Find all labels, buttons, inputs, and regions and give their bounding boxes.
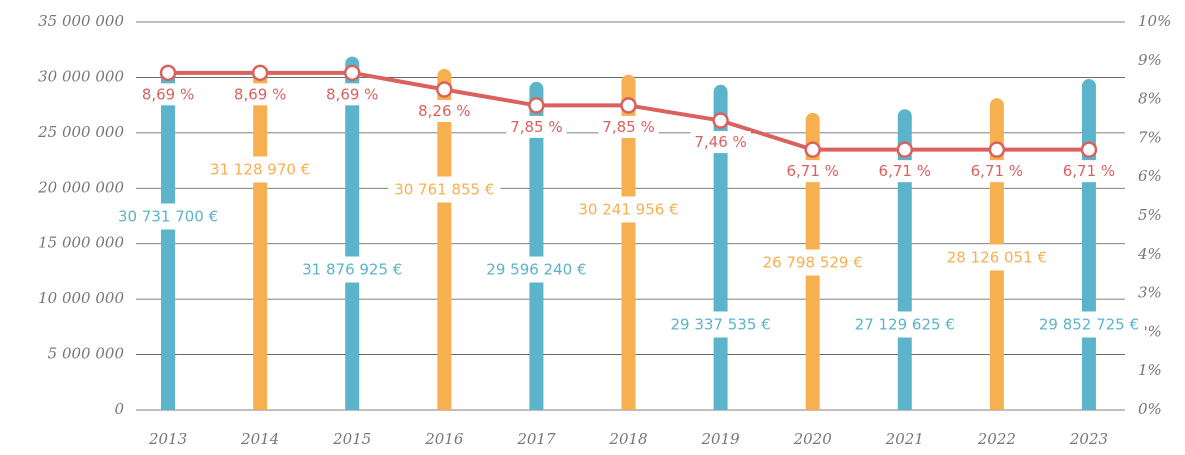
x-tick-label: 2019 [700, 430, 740, 448]
label-background [874, 160, 935, 183]
y2-tick-label: 7% [1138, 128, 1162, 146]
bar-value-label: 29 337 535 € [670, 316, 770, 334]
x-tick-label: 2022 [977, 430, 1016, 448]
label-background [388, 176, 501, 203]
x-tick-label: 2020 [793, 430, 833, 448]
line-point [1080, 141, 1098, 158]
y2-tick-label: 1% [1138, 361, 1162, 379]
line-value-label: 6,71 % [1063, 162, 1115, 180]
y2-tick-label: 5% [1138, 206, 1162, 224]
bar-value-label: 30 761 855 € [394, 181, 494, 199]
bar-value-label: 29 852 725 € [1039, 316, 1139, 334]
bar-value-label: 30 241 956 € [578, 201, 678, 219]
label-background [940, 244, 1053, 271]
label-background [1032, 311, 1146, 338]
y2-tick-label: 0% [1138, 400, 1162, 418]
y2-tick-label: 9% [1138, 51, 1162, 69]
x-tick-label: 2017 [516, 430, 556, 448]
line-point [896, 141, 914, 158]
bar-value-label: 30 731 700 € [118, 208, 218, 226]
label-background [229, 83, 291, 106]
x-tick-label: 2021 [885, 430, 924, 448]
y-tick-label: 35 000 000 [38, 12, 124, 30]
line-point [251, 64, 269, 82]
x-tick-label: 2014 [240, 430, 279, 448]
line-value-label: 7,46 % [694, 133, 746, 151]
line-point [620, 97, 637, 114]
y-tick-label: 30 000 000 [38, 67, 124, 85]
bar [1081, 79, 1096, 410]
line-point [436, 81, 453, 98]
label-background [664, 311, 777, 338]
line-value-label: 8,69 % [234, 85, 286, 103]
bar-value-label: 28 126 051 € [947, 249, 1047, 267]
label-background [690, 131, 751, 154]
line-value-label: 7,85 % [602, 118, 654, 136]
y2-tick-label: 8% [1138, 90, 1162, 108]
y-tick-label: 20 000 000 [37, 178, 124, 196]
line-value-label: 8,69 % [142, 85, 194, 103]
line-point [988, 141, 1006, 158]
line-point [159, 64, 177, 82]
bar [161, 69, 176, 410]
label-background [480, 256, 593, 283]
bar [253, 64, 268, 410]
y2-tick-label: 4% [1137, 245, 1162, 263]
y2-tick-label: 10% [1138, 12, 1171, 30]
bar-value-label: 29 596 240 € [486, 261, 586, 279]
x-tick-label: 2015 [332, 430, 371, 448]
y2-tick-label: 6% [1138, 167, 1162, 185]
x-tick-label: 2016 [424, 430, 464, 448]
bar-value-label: 31 876 925 € [302, 261, 402, 279]
line-value-label: 8,26 % [418, 102, 470, 120]
bar [437, 68, 452, 411]
label-background [572, 196, 685, 223]
y-tick-label: 0 [114, 400, 124, 418]
line-value-label: 6,71 % [786, 162, 838, 180]
x-tick-label: 2023 [1069, 430, 1108, 448]
label-background [414, 100, 475, 123]
line-value-label: 6,71 % [971, 162, 1023, 180]
label-background [137, 83, 199, 106]
label-background [756, 249, 869, 276]
line-point [343, 64, 361, 82]
y2-tick-label: 3% [1138, 284, 1162, 302]
y-tick-label: 5 000 000 [48, 345, 125, 363]
line-value-label: 8,69 % [326, 85, 378, 103]
label-background [111, 203, 225, 230]
label-background [966, 160, 1028, 183]
label-background [204, 156, 317, 183]
label-background [598, 115, 659, 138]
line-point [528, 97, 545, 114]
label-background [1058, 160, 1120, 183]
y-tick-label: 25 000 000 [37, 123, 124, 141]
bar-value-label: 26 798 529 € [763, 254, 863, 272]
bar [345, 56, 360, 410]
line-value-label: 6,71 % [879, 162, 931, 180]
y-tick-label: 10 000 000 [38, 289, 124, 307]
label-background [848, 311, 961, 338]
bar [529, 81, 544, 410]
y-tick-label: 15 000 000 [38, 234, 124, 252]
label-background [322, 83, 383, 106]
x-tick-label: 2013 [148, 430, 187, 448]
line-point [804, 141, 821, 158]
line-value-label: 7,85 % [510, 118, 562, 136]
label-background [296, 256, 409, 283]
x-tick-label: 2018 [608, 430, 647, 448]
bar [621, 74, 636, 411]
line-point [712, 112, 729, 129]
bar-value-label: 31 128 970 € [210, 161, 310, 179]
bar-value-label: 27 129 625 € [855, 316, 955, 334]
label-background [782, 160, 843, 183]
label-background [506, 115, 567, 138]
